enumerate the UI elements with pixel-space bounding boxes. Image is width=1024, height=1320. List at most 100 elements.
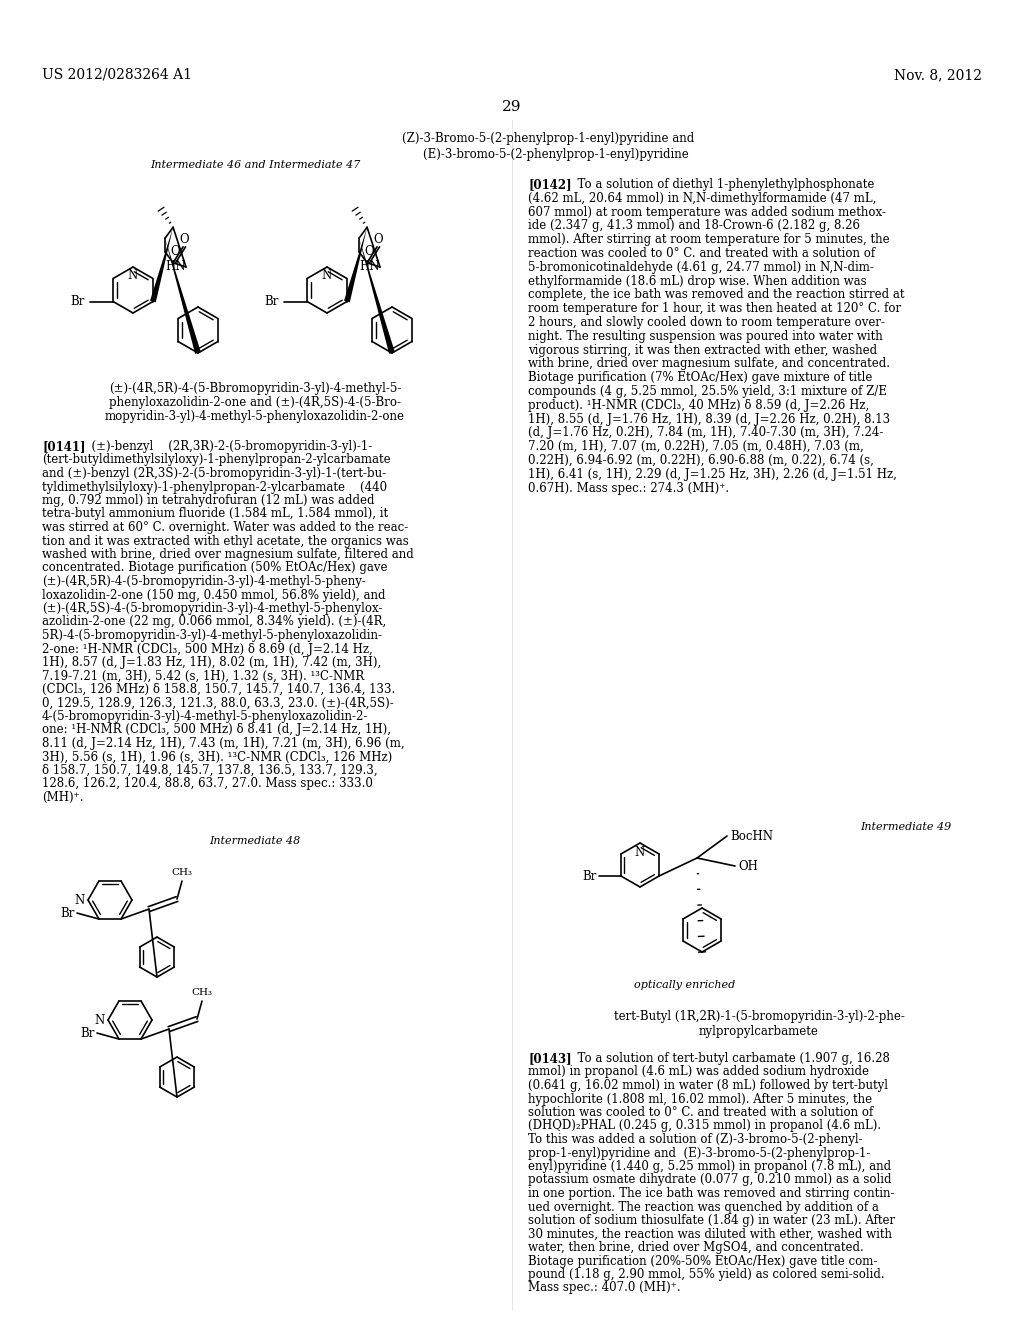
Polygon shape (359, 238, 395, 354)
Text: CH₃: CH₃ (171, 869, 193, 876)
Text: To this was added a solution of (Z)-3-bromo-5-(2-phenyl-: To this was added a solution of (Z)-3-br… (528, 1133, 862, 1146)
Text: 2-one: ¹H-NMR (CDCl₃, 500 MHz) δ 8.69 (d, J=2.14 Hz,: 2-one: ¹H-NMR (CDCl₃, 500 MHz) δ 8.69 (d… (42, 643, 373, 656)
Text: water, then brine, dried over MgSO4, and concentrated.: water, then brine, dried over MgSO4, and… (528, 1241, 864, 1254)
Text: compounds (4 g, 5.25 mmol, 25.5% yield, 3:1 mixture of Z/E: compounds (4 g, 5.25 mmol, 25.5% yield, … (528, 385, 887, 399)
Text: (E)-3-bromo-5-(2-phenylprop-1-enyl)pyridine: (E)-3-bromo-5-(2-phenylprop-1-enyl)pyrid… (408, 148, 688, 161)
Text: (DHQD)₂PHAL (0.245 g, 0.315 mmol) in propanol (4.6 mL).: (DHQD)₂PHAL (0.245 g, 0.315 mmol) in pro… (528, 1119, 881, 1133)
Text: (±)-(4R,5S)-4-(5-bromopyridin-3-yl)-4-methyl-5-phenylox-: (±)-(4R,5S)-4-(5-bromopyridin-3-yl)-4-me… (42, 602, 382, 615)
Text: N: N (95, 1014, 105, 1027)
Text: O: O (374, 234, 383, 247)
Text: room temperature for 1 hour, it was then heated at 120° C. for: room temperature for 1 hour, it was then… (528, 302, 901, 315)
Text: (d, J=1.76 Hz, 0.2H), 7.84 (m, 1H), 7.40-7.30 (m, 3H), 7.24-: (d, J=1.76 Hz, 0.2H), 7.84 (m, 1H), 7.40… (528, 426, 884, 440)
Text: complete, the ice bath was removed and the reaction stirred at: complete, the ice bath was removed and t… (528, 288, 904, 301)
Text: ued overnight. The reaction was quenched by addition of a: ued overnight. The reaction was quenched… (528, 1200, 879, 1213)
Text: in one portion. The ice bath was removed and stirring contin-: in one portion. The ice bath was removed… (528, 1187, 895, 1200)
Text: mmol). After stirring at room temperature for 5 minutes, the: mmol). After stirring at room temperatur… (528, 234, 890, 247)
Text: loxazolidin-2-one (150 mg, 0.450 mmol, 56.8% yield), and: loxazolidin-2-one (150 mg, 0.450 mmol, 5… (42, 589, 385, 602)
Text: 0.67H). Mass spec.: 274.3 (MH)⁺.: 0.67H). Mass spec.: 274.3 (MH)⁺. (528, 482, 729, 495)
Text: (±)-(4R,5R)-4-(5-bromopyridin-3-yl)-4-methyl-5-pheny-: (±)-(4R,5R)-4-(5-bromopyridin-3-yl)-4-me… (42, 576, 366, 587)
Text: HN: HN (359, 260, 380, 273)
Text: 2 hours, and slowly cooled down to room temperature over-: 2 hours, and slowly cooled down to room … (528, 315, 885, 329)
Text: product). ¹H-NMR (CDCl₃, 40 MHz) δ 8.59 (d, J=2.26 Hz,: product). ¹H-NMR (CDCl₃, 40 MHz) δ 8.59 … (528, 399, 869, 412)
Text: 1H), 8.57 (d, J=1.83 Hz, 1H), 8.02 (m, 1H), 7.42 (m, 3H),: 1H), 8.57 (d, J=1.83 Hz, 1H), 8.02 (m, 1… (42, 656, 381, 669)
Text: 4-(5-bromopyridin-3-yl)-4-methyl-5-phenyloxazolidin-2-: 4-(5-bromopyridin-3-yl)-4-methyl-5-pheny… (42, 710, 369, 723)
Polygon shape (165, 238, 201, 354)
Text: 7.20 (m, 1H), 7.07 (m, 0.22H), 7.05 (m, 0.48H), 7.03 (m,: 7.20 (m, 1H), 7.07 (m, 0.22H), 7.05 (m, … (528, 440, 864, 453)
Text: (MH)⁺.: (MH)⁺. (42, 791, 84, 804)
Text: night. The resulting suspension was poured into water with: night. The resulting suspension was pour… (528, 330, 883, 343)
Text: To a solution of diethyl 1-phenylethylphosphonate: To a solution of diethyl 1-phenylethylph… (570, 178, 874, 191)
Text: BocHN: BocHN (730, 829, 773, 842)
Text: 7.19-7.21 (m, 3H), 5.42 (s, 1H), 1.32 (s, 3H). ¹³C-NMR: 7.19-7.21 (m, 3H), 5.42 (s, 1H), 1.32 (s… (42, 669, 365, 682)
Text: tyldimethylsilyloxy)-1-phenylpropan-2-ylcarbamate    (440: tyldimethylsilyloxy)-1-phenylpropan-2-yl… (42, 480, 387, 494)
Text: was stirred at 60° C. overnight. Water was added to the reac-: was stirred at 60° C. overnight. Water w… (42, 521, 409, 535)
Text: 0.22H), 6.94-6.92 (m, 0.22H), 6.90-6.88 (m, 0.22), 6.74 (s,: 0.22H), 6.94-6.92 (m, 0.22H), 6.90-6.88 … (528, 454, 873, 467)
Text: 5-bromonicotinaldehyde (4.61 g, 24.77 mmol) in N,N-dim-: 5-bromonicotinaldehyde (4.61 g, 24.77 mm… (528, 261, 873, 273)
Text: hypochlorite (1.808 ml, 16.02 mmol). After 5 minutes, the: hypochlorite (1.808 ml, 16.02 mmol). Aft… (528, 1093, 872, 1106)
Text: Biotage purification (20%-50% EtOAc/Hex) gave title com-: Biotage purification (20%-50% EtOAc/Hex)… (528, 1254, 878, 1267)
Text: concentrated. Biotage purification (50% EtOAc/Hex) gave: concentrated. Biotage purification (50% … (42, 561, 387, 574)
Text: and (±)-benzyl (2R,3S)-2-(5-bromopyridin-3-yl)-1-(tert-bu-: and (±)-benzyl (2R,3S)-2-(5-bromopyridin… (42, 467, 386, 480)
Text: (Z)-3-Bromo-5-(2-phenylprop-1-enyl)pyridine and: (Z)-3-Bromo-5-(2-phenylprop-1-enyl)pyrid… (401, 132, 694, 145)
Text: (tert-butyldimethylsilyloxy)-1-phenylpropan-2-ylcarbamate: (tert-butyldimethylsilyloxy)-1-phenylpro… (42, 454, 390, 466)
Text: 29: 29 (502, 100, 522, 114)
Text: Intermediate 48: Intermediate 48 (209, 836, 301, 846)
Text: 128.6, 126.2, 120.4, 88.8, 63.7, 27.0. Mass spec.: 333.0: 128.6, 126.2, 120.4, 88.8, 63.7, 27.0. M… (42, 777, 373, 791)
Text: N: N (635, 846, 645, 859)
Text: [0142]: [0142] (528, 178, 571, 191)
Text: Mass spec.: 407.0 (MH)⁺.: Mass spec.: 407.0 (MH)⁺. (528, 1282, 681, 1295)
Text: nylpropylcarbamete: nylpropylcarbamete (699, 1026, 819, 1038)
Text: O: O (170, 246, 179, 259)
Text: washed with brine, dried over magnesium sulfate, filtered and: washed with brine, dried over magnesium … (42, 548, 414, 561)
Text: solution was cooled to 0° C. and treated with a solution of: solution was cooled to 0° C. and treated… (528, 1106, 873, 1119)
Text: 3H), 5.56 (s, 1H), 1.96 (s, 3H). ¹³C-NMR (CDCl₃, 126 MHz): 3H), 5.56 (s, 1H), 1.96 (s, 3H). ¹³C-NMR… (42, 751, 392, 763)
Text: with brine, dried over magnesium sulfate, and concentrated.: with brine, dried over magnesium sulfate… (528, 358, 890, 371)
Text: (±)-(4R,5R)-4-(5-Bbromopyridin-3-yl)-4-methyl-5-: (±)-(4R,5R)-4-(5-Bbromopyridin-3-yl)-4-m… (109, 381, 401, 395)
Polygon shape (151, 227, 173, 302)
Text: Intermediate 49: Intermediate 49 (860, 822, 951, 832)
Text: tetra-butyl ammonium fluoride (1.584 mL, 1.584 mmol), it: tetra-butyl ammonium fluoride (1.584 mL,… (42, 507, 388, 520)
Text: Biotage purification (7% EtOAc/Hex) gave mixture of title: Biotage purification (7% EtOAc/Hex) gave… (528, 371, 872, 384)
Text: Nov. 8, 2012: Nov. 8, 2012 (894, 69, 982, 82)
Text: (0.641 g, 16.02 mmol) in water (8 mL) followed by tert-butyl: (0.641 g, 16.02 mmol) in water (8 mL) fo… (528, 1078, 888, 1092)
Polygon shape (344, 227, 367, 302)
Text: phenyloxazolidin-2-one and (±)-(4R,5S)-4-(5-Bro-: phenyloxazolidin-2-one and (±)-(4R,5S)-4… (109, 396, 401, 409)
Text: solution of sodium thiosulfate (1.84 g) in water (23 mL). After: solution of sodium thiosulfate (1.84 g) … (528, 1214, 895, 1228)
Text: tert-Butyl (1R,2R)-1-(5-bromopyridin-3-yl)-2-phe-: tert-Butyl (1R,2R)-1-(5-bromopyridin-3-y… (613, 1010, 904, 1023)
Text: (4.62 mL, 20.64 mmol) in N,N-dimethylformamide (47 mL,: (4.62 mL, 20.64 mmol) in N,N-dimethylfor… (528, 191, 877, 205)
Text: N: N (128, 269, 138, 282)
Text: O: O (365, 246, 374, 259)
Text: OH: OH (738, 859, 758, 873)
Text: Br: Br (265, 294, 280, 308)
Text: azolidin-2-one (22 mg, 0.066 mmol, 8.34% yield). (±)-(4R,: azolidin-2-one (22 mg, 0.066 mmol, 8.34%… (42, 615, 386, 628)
Text: enyl)pyridine (1.440 g, 5.25 mmol) in propanol (7.8 mL), and: enyl)pyridine (1.440 g, 5.25 mmol) in pr… (528, 1160, 891, 1173)
Text: (±)-benzyl    (2R,3R)-2-(5-bromopyridin-3-yl)-1-: (±)-benzyl (2R,3R)-2-(5-bromopyridin-3-y… (84, 440, 373, 453)
Text: US 2012/0283264 A1: US 2012/0283264 A1 (42, 69, 193, 82)
Text: ide (2.347 g, 41.3 mmol) and 18-Crown-6 (2.182 g, 8.26: ide (2.347 g, 41.3 mmol) and 18-Crown-6 … (528, 219, 860, 232)
Text: 5R)-4-(5-bromopyridin-3-yl)-4-methyl-5-phenyloxazolidin-: 5R)-4-(5-bromopyridin-3-yl)-4-methyl-5-p… (42, 630, 382, 642)
Text: optically enriched: optically enriched (635, 979, 735, 990)
Text: prop-1-enyl)pyridine and  (E)-3-bromo-5-(2-phenylprop-1-: prop-1-enyl)pyridine and (E)-3-bromo-5-(… (528, 1147, 870, 1159)
Text: mopyridin-3-yl)-4-methyl-5-phenyloxazolidin-2-one: mopyridin-3-yl)-4-methyl-5-phenyloxazoli… (105, 411, 406, 422)
Text: N: N (322, 269, 332, 282)
Text: mmol) in propanol (4.6 mL) was added sodium hydroxide: mmol) in propanol (4.6 mL) was added sod… (528, 1065, 869, 1078)
Text: HN: HN (166, 260, 186, 273)
Text: one: ¹H-NMR (CDCl₃, 500 MHz) δ 8.41 (d, J=2.14 Hz, 1H),: one: ¹H-NMR (CDCl₃, 500 MHz) δ 8.41 (d, … (42, 723, 391, 737)
Text: (CDCl₃, 126 MHz) δ 158.8, 150.7, 145.7, 140.7, 136.4, 133.: (CDCl₃, 126 MHz) δ 158.8, 150.7, 145.7, … (42, 682, 395, 696)
Text: tion and it was extracted with ethyl acetate, the organics was: tion and it was extracted with ethyl ace… (42, 535, 409, 548)
Text: [0141]: [0141] (42, 440, 85, 453)
Text: 607 mmol) at room temperature was added sodium methox-: 607 mmol) at room temperature was added … (528, 206, 886, 219)
Text: Br: Br (71, 294, 85, 308)
Text: mg, 0.792 mmol) in tetrahydrofuran (12 mL) was added: mg, 0.792 mmol) in tetrahydrofuran (12 m… (42, 494, 375, 507)
Text: pound (1.18 g, 2.90 mmol, 55% yield) as colored semi-solid.: pound (1.18 g, 2.90 mmol, 55% yield) as … (528, 1269, 885, 1280)
Text: δ 158.7, 150.7, 149.8, 145.7, 137.8, 136.5, 133.7, 129.3,: δ 158.7, 150.7, 149.8, 145.7, 137.8, 136… (42, 764, 378, 777)
Text: CH₃: CH₃ (191, 989, 213, 997)
Text: N: N (75, 894, 85, 907)
Text: potassium osmate dihydrate (0.077 g, 0.210 mmol) as a solid: potassium osmate dihydrate (0.077 g, 0.2… (528, 1173, 892, 1187)
Text: vigorous stirring, it was then extracted with ether, washed: vigorous stirring, it was then extracted… (528, 343, 878, 356)
Text: To a solution of tert-butyl carbamate (1.907 g, 16.28: To a solution of tert-butyl carbamate (1… (570, 1052, 890, 1065)
Text: ethylformamide (18.6 mL) drop wise. When addition was: ethylformamide (18.6 mL) drop wise. When… (528, 275, 866, 288)
Text: Br: Br (583, 870, 597, 883)
Text: Br: Br (60, 907, 75, 920)
Text: 1H), 8.55 (d, J=1.76 Hz, 1H), 8.39 (d, J=2.26 Hz, 0.2H), 8.13: 1H), 8.55 (d, J=1.76 Hz, 1H), 8.39 (d, J… (528, 413, 890, 425)
